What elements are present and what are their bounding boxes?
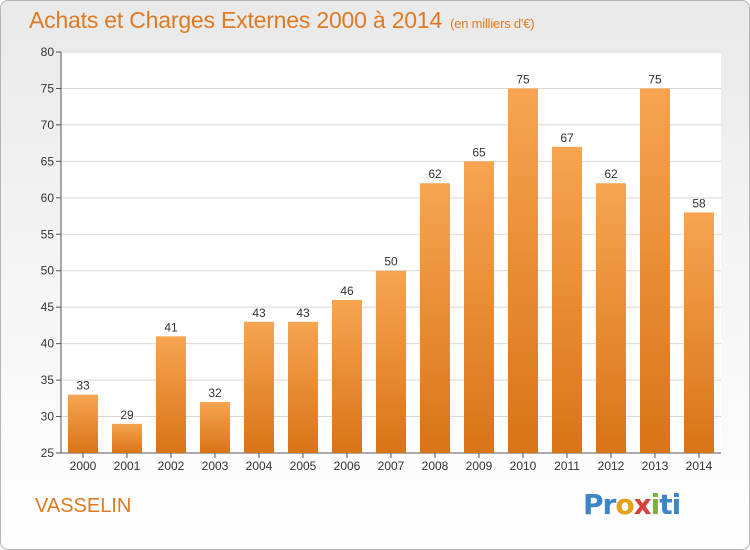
- data-label: 75: [648, 72, 662, 86]
- y-tick-label: 45: [41, 300, 55, 314]
- x-tick-label: 2011: [554, 459, 580, 473]
- bar: [464, 161, 494, 453]
- data-label: 32: [208, 386, 222, 400]
- data-label: 65: [472, 145, 486, 159]
- logo-part-4: i: [650, 488, 661, 521]
- y-tick-label: 60: [41, 191, 55, 205]
- bar: [508, 88, 538, 454]
- bar: [420, 183, 450, 453]
- proxiti-logo: Proxiti: [583, 488, 681, 521]
- data-label: 58: [692, 196, 706, 210]
- chart-title: Achats et Charges Externes 2000 à 2014 (e…: [29, 7, 535, 34]
- chart-title-text: Achats et Charges Externes 2000 à 2014: [29, 7, 443, 33]
- data-label: 46: [340, 284, 354, 298]
- y-tick-label: 50: [41, 264, 55, 278]
- bar: [156, 336, 186, 453]
- bar: [376, 270, 406, 453]
- x-tick-label: 2006: [334, 459, 361, 473]
- data-label: 75: [516, 72, 530, 86]
- bar: [288, 321, 318, 453]
- bar: [244, 321, 274, 453]
- x-tick-label: 2008: [422, 459, 449, 473]
- y-tick-label: 70: [41, 118, 55, 132]
- bar: [68, 394, 98, 453]
- bar: [596, 183, 626, 453]
- x-tick-label: 2009: [466, 459, 493, 473]
- logo-part-1: Pr: [583, 488, 616, 521]
- bar: [200, 401, 230, 453]
- logo-part-5: ti: [659, 488, 681, 521]
- x-tick-label: 2000: [70, 459, 97, 473]
- data-label: 62: [604, 167, 618, 181]
- x-tick-label: 2007: [378, 459, 405, 473]
- bar: [640, 88, 670, 454]
- data-label: 29: [120, 408, 134, 422]
- bar: [552, 146, 582, 454]
- bar: [684, 212, 714, 453]
- y-tick-label: 40: [41, 337, 55, 351]
- bar: [112, 423, 142, 453]
- x-tick-label: 2004: [246, 459, 273, 473]
- x-tick-label: 2001: [114, 459, 141, 473]
- y-tick-label: 80: [41, 45, 55, 59]
- x-tick-label: 2005: [290, 459, 317, 473]
- x-tick-label: 2002: [158, 459, 185, 473]
- data-label: 33: [76, 379, 90, 393]
- y-tick-label: 30: [41, 410, 55, 424]
- x-tick-label: 2003: [202, 459, 229, 473]
- y-tick-label: 55: [41, 227, 55, 241]
- y-tick-label: 65: [41, 154, 55, 168]
- y-tick-label: 75: [41, 81, 55, 95]
- data-label: 41: [164, 320, 178, 334]
- x-tick-label: 2013: [642, 459, 669, 473]
- x-tick-label: 2014: [686, 459, 713, 473]
- x-tick-label: 2012: [598, 459, 625, 473]
- data-label: 62: [428, 167, 442, 181]
- y-tick-label: 25: [41, 446, 55, 460]
- x-tick-label: 2010: [510, 459, 537, 473]
- logo-part-2: o: [615, 488, 634, 521]
- bar: [332, 299, 362, 453]
- chart-unit: (en milliers d'€): [450, 16, 535, 31]
- data-label: 43: [252, 306, 266, 320]
- data-label: 43: [296, 306, 310, 320]
- logo-part-3: x: [633, 488, 652, 521]
- commune-name: VASSELIN: [35, 495, 132, 517]
- data-label: 50: [384, 255, 398, 269]
- data-label: 67: [560, 131, 574, 145]
- y-tick-label: 35: [41, 373, 55, 387]
